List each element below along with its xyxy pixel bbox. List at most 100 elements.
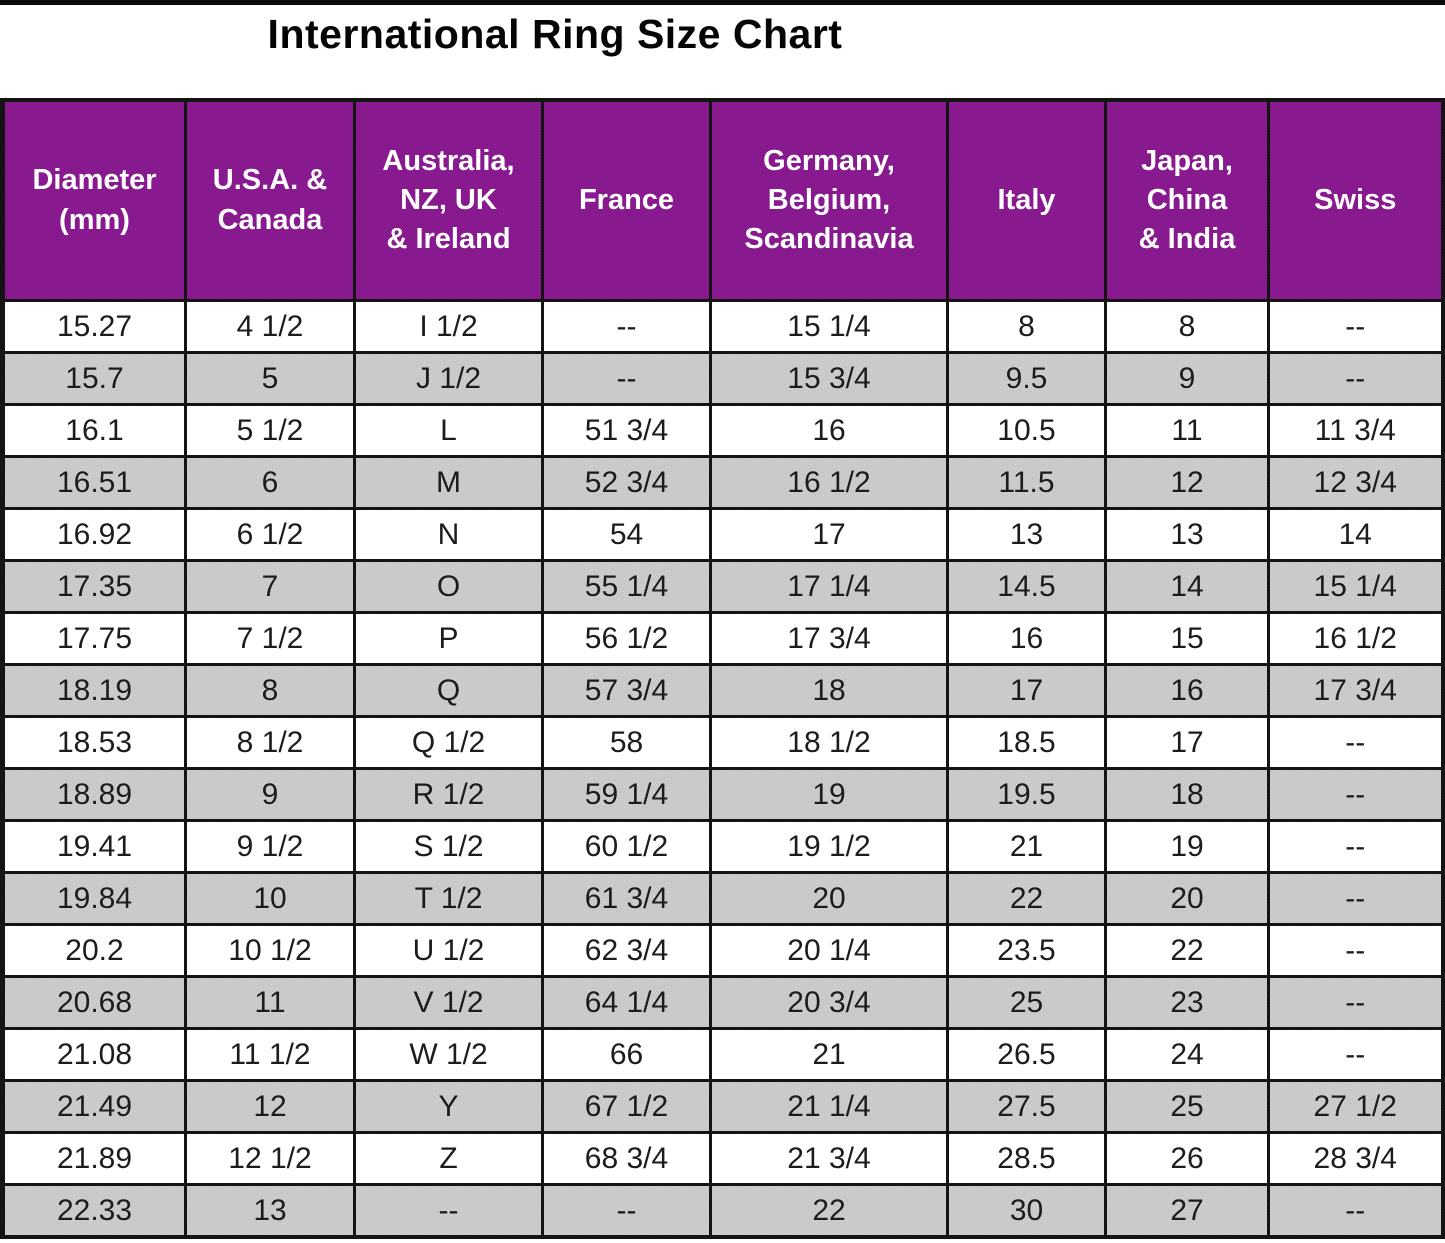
table-cell-australia-nz-uk-ireland: O [353,559,544,614]
table-cell-france: 54 [541,507,712,562]
table-row: 16.51 6 M 52 3/4 16 1/2 11.5 12 12 3/4 [1,455,1444,510]
table-cell-japan-china-india: 26 [1104,1131,1270,1186]
ring-size-table: Diameter (mm) U.S.A. & Canada Australia, N… [0,98,1445,1239]
table-cell-australia-nz-uk-ireland: I 1/2 [353,299,544,354]
table-cell-france: 59 1/4 [541,767,712,822]
page-title: International Ring Size Chart [267,11,843,57]
table-cell-italy: 26.5 [946,1027,1107,1082]
table-cell-italy: 30 [946,1183,1107,1239]
table-cell-swiss: -- [1267,1027,1444,1082]
table-cell-swiss: -- [1267,819,1444,874]
table-cell-swiss: -- [1267,299,1444,354]
table-cell-france: 56 1/2 [541,611,712,666]
table-cell-germany-belgium-scandinavia: 21 1/4 [709,1079,949,1134]
table-cell-australia-nz-uk-ireland: -- [353,1183,544,1239]
table-cell-italy: 21 [946,819,1107,874]
table-cell-italy: 19.5 [946,767,1107,822]
table-cell-swiss: -- [1267,767,1444,822]
table-cell-germany-belgium-scandinavia: 20 1/4 [709,923,949,978]
table-cell-usa-canada: 6 [184,455,356,510]
table-cell-germany-belgium-scandinavia: 16 [709,403,949,458]
table-cell-usa-canada: 7 [184,559,356,614]
table-cell-usa-canada: 11 1/2 [184,1027,356,1082]
table-cell-swiss: 27 1/2 [1267,1079,1444,1134]
table-cell-france: 67 1/2 [541,1079,712,1134]
table-cell-germany-belgium-scandinavia: 16 1/2 [709,455,949,510]
column-header-australia-nz-uk-ireland: Australia, NZ, UK & Ireland [353,98,544,302]
table-cell-swiss: 15 1/4 [1267,559,1444,614]
table-cell-usa-canada: 9 [184,767,356,822]
table-cell-italy: 13 [946,507,1107,562]
title-area: International Ring Size Chart [0,5,1445,98]
column-header-germany-belgium-scandinavia: Germany, Belgium, Scandinavia [709,98,949,302]
table-row: 22.33 13 -- -- 22 30 27 -- [1,1183,1444,1239]
table-cell-germany-belgium-scandinavia: 20 [709,871,949,926]
table-cell-diameter-mm: 22.33 [1,1183,187,1239]
table-cell-japan-china-india: 11 [1104,403,1270,458]
table-cell-usa-canada: 9 1/2 [184,819,356,874]
table-row: 15.27 4 1/2 I 1/2 -- 15 1/4 8 8 -- [1,299,1444,354]
table-cell-diameter-mm: 18.19 [1,663,187,718]
table-cell-australia-nz-uk-ireland: V 1/2 [353,975,544,1030]
table-cell-france: 57 3/4 [541,663,712,718]
table-cell-italy: 17 [946,663,1107,718]
table-cell-japan-china-india: 9 [1104,351,1270,406]
table-cell-australia-nz-uk-ireland: T 1/2 [353,871,544,926]
table-cell-usa-canada: 8 [184,663,356,718]
table-cell-france: 64 1/4 [541,975,712,1030]
table-cell-japan-china-india: 15 [1104,611,1270,666]
table-row: 17.75 7 1/2 P 56 1/2 17 3/4 16 15 16 1/2 [1,611,1444,666]
table-row: 20.68 11 V 1/2 64 1/4 20 3/4 25 23 -- [1,975,1444,1030]
table-cell-diameter-mm: 16.1 [1,403,187,458]
table-cell-japan-china-india: 27 [1104,1183,1270,1239]
table-row: 16.92 6 1/2 N 54 17 13 13 14 [1,507,1444,562]
table-cell-diameter-mm: 19.84 [1,871,187,926]
table-cell-australia-nz-uk-ireland: N [353,507,544,562]
column-header-diameter-mm: Diameter (mm) [1,98,187,302]
table-cell-usa-canada: 6 1/2 [184,507,356,562]
table-cell-italy: 9.5 [946,351,1107,406]
table-cell-germany-belgium-scandinavia: 21 3/4 [709,1131,949,1186]
column-header-usa-canada: U.S.A. & Canada [184,98,356,302]
table-cell-usa-canada: 10 1/2 [184,923,356,978]
table-cell-diameter-mm: 15.7 [1,351,187,406]
table-cell-usa-canada: 11 [184,975,356,1030]
table-cell-japan-china-india: 8 [1104,299,1270,354]
table-cell-france: 51 3/4 [541,403,712,458]
table-cell-australia-nz-uk-ireland: P [353,611,544,666]
table-cell-japan-china-india: 22 [1104,923,1270,978]
table-row: 18.19 8 Q 57 3/4 18 17 16 17 3/4 [1,663,1444,718]
table-cell-france: -- [541,1183,712,1239]
table-cell-japan-china-india: 24 [1104,1027,1270,1082]
table-cell-japan-china-india: 18 [1104,767,1270,822]
table-cell-japan-china-india: 12 [1104,455,1270,510]
table-cell-italy: 8 [946,299,1107,354]
table-cell-italy: 23.5 [946,923,1107,978]
table-cell-france: -- [541,351,712,406]
table-cell-swiss: -- [1267,975,1444,1030]
table-cell-italy: 10.5 [946,403,1107,458]
table-cell-usa-canada: 7 1/2 [184,611,356,666]
table-cell-australia-nz-uk-ireland: M [353,455,544,510]
table-cell-australia-nz-uk-ireland: S 1/2 [353,819,544,874]
table-cell-france: 55 1/4 [541,559,712,614]
table-cell-diameter-mm: 17.75 [1,611,187,666]
table-cell-japan-china-india: 13 [1104,507,1270,562]
table-row: 19.84 10 T 1/2 61 3/4 20 22 20 -- [1,871,1444,926]
table-cell-germany-belgium-scandinavia: 21 [709,1027,949,1082]
table-cell-swiss: 12 3/4 [1267,455,1444,510]
column-header-italy: Italy [946,98,1107,302]
table-cell-japan-china-india: 19 [1104,819,1270,874]
table-cell-italy: 27.5 [946,1079,1107,1134]
table-cell-swiss: -- [1267,923,1444,978]
table-cell-australia-nz-uk-ireland: Y [353,1079,544,1134]
table-body: 15.27 4 1/2 I 1/2 -- 15 1/4 8 8 -- 15.7 5 J 1/2 -- 1… [1,299,1444,1239]
table-row: 21.08 11 1/2 W 1/2 66 21 26.5 24 -- [1,1027,1444,1082]
table-cell-france: 61 3/4 [541,871,712,926]
table-cell-swiss: 14 [1267,507,1444,562]
table-row: 15.7 5 J 1/2 -- 15 3/4 9.5 9 -- [1,351,1444,406]
column-header-swiss: Swiss [1267,98,1444,302]
table-cell-italy: 25 [946,975,1107,1030]
table-cell-australia-nz-uk-ireland: J 1/2 [353,351,544,406]
table-cell-australia-nz-uk-ireland: Q [353,663,544,718]
